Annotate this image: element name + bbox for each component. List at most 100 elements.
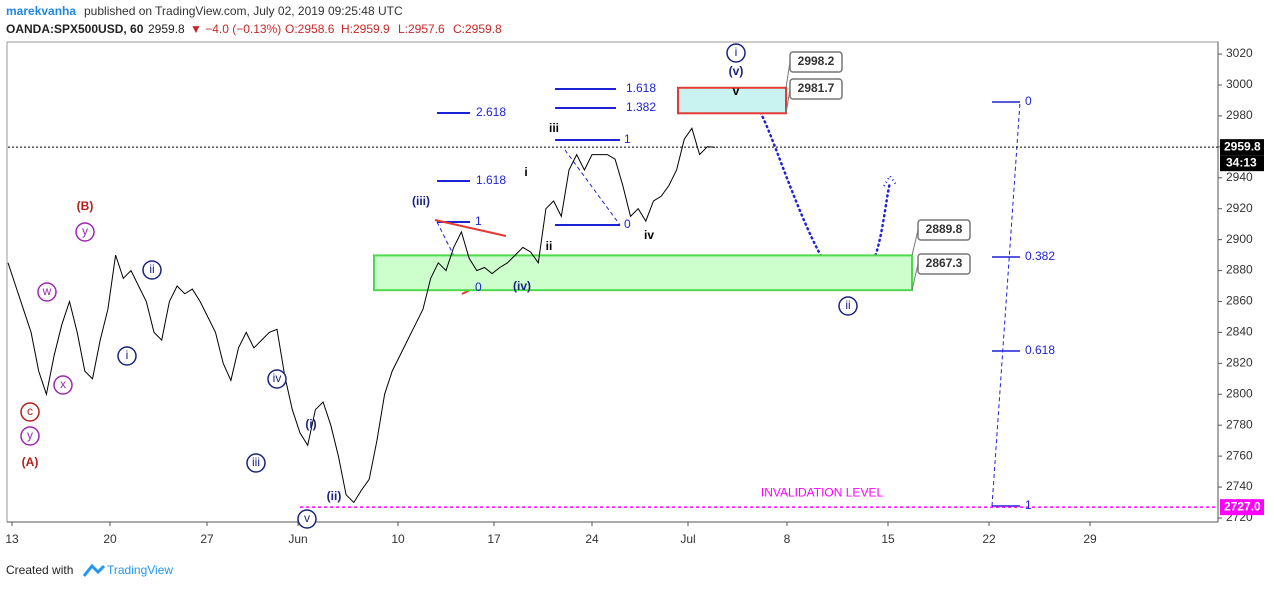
x-tick-label: Jun [288,532,307,546]
wave-circle [267,369,287,389]
wave-circle [838,296,858,316]
last-price-label: 2959.8 [1224,139,1261,153]
callout-label: 2981.7 [798,81,835,95]
x-tick-label: 29 [1083,532,1097,546]
invalidation-box [1220,499,1264,516]
wave-circle [726,43,746,63]
x-tick-label: 10 [391,532,405,546]
callout-box [917,253,971,275]
ohlc: C:2959.8 [453,22,502,36]
fib-label: 1.618 [626,81,656,95]
wave-label: y [82,224,88,238]
wave-label: v [733,84,740,98]
invalidation-label: 2727.0 [1224,499,1261,513]
fib-diagonal [991,101,1021,507]
y-tick-label: 2920 [1226,201,1253,215]
y-tick-label: 2880 [1226,263,1253,277]
wave-label: (iv) [513,279,531,293]
x-tick-label: 20 [103,532,117,546]
y-tick-label: 3000 [1226,77,1253,91]
wave-circle [37,282,57,302]
wave-label: (A) [22,455,39,469]
fib-label: 0 [624,217,631,231]
footer-created: Created with [6,563,73,577]
y-tick-label: 2980 [1226,108,1253,122]
wave-circle [297,509,317,529]
price-line [7,127,716,504]
last: 2959.8 [148,22,185,36]
y-tick-label: 2840 [1226,325,1253,339]
wave-label: ii [845,298,850,312]
wave-label: (B) [77,199,94,213]
wave-circle [246,453,266,473]
fib-label: 0.618 [1025,343,1055,357]
wave-label: (v) [729,64,744,78]
publisher: marekvanha [6,4,76,18]
y-tick-label: 2940 [1226,170,1253,184]
wave-label: c [27,404,33,418]
invalidation-text: INVALIDATION LEVEL [761,485,884,499]
fib-label: 1 [1025,498,1032,512]
zone [373,254,913,292]
change: ▼ −4.0 (−0.13%) [190,22,281,36]
published: published on TradingView.com, July 02, 2… [84,4,403,18]
x-tick-label: 17 [487,532,501,546]
y-tick-label: 3020 [1226,46,1253,60]
wave-label: iii [549,121,559,135]
y-tick-label: 2800 [1226,386,1253,400]
callout-label: 2889.8 [926,222,963,236]
zone [677,86,787,115]
fib-label: 1.618 [476,173,506,187]
ohlc: L:2957.6 [398,22,445,36]
x-tick-label: 22 [982,532,996,546]
x-tick-label: 24 [585,532,599,546]
wave-label: w [42,284,52,298]
wave-label: (ii) [327,489,342,503]
wave-label: i [735,45,738,59]
y-tick-label: 2900 [1226,232,1253,246]
fib-diagonals [436,101,1021,507]
fib-diagonal [564,149,621,226]
x-tick-label: 15 [881,532,895,546]
callout-box [917,219,971,241]
wave-label: x [60,377,66,391]
wave-label: i [524,165,527,179]
callout-label: 2867.3 [926,256,963,270]
logo-mark [82,563,106,577]
fib-label: 0 [475,280,482,294]
fib-label: 0 [1025,94,1032,108]
y-tick-label: 2760 [1226,448,1253,462]
wave-label: (i) [305,417,316,431]
countdown: 34:13 [1226,155,1257,169]
y-tick-label: 2740 [1226,479,1253,493]
last-price-box [1220,139,1264,156]
y-tick-label: 2780 [1226,417,1253,431]
wave-circle [117,346,137,366]
fib-label: 1 [624,132,631,146]
wave-label: (iii) [412,194,430,208]
callout-leader [911,229,919,256]
ohlc: O:2958.6 [285,22,335,36]
fib-label: 0.382 [1025,249,1055,263]
callout-label: 2998.2 [798,54,835,68]
wave-label: y [27,428,33,442]
x-tick-label: Jul [680,532,695,546]
wave-label: iv [273,371,282,385]
fib-label: 1.382 [626,100,656,114]
wave-label: ii [546,239,553,253]
x-tick-label: 13 [5,532,19,546]
wave-circle [142,260,162,280]
fib-label: 1 [475,214,482,228]
y-tick-label: 2820 [1226,356,1253,370]
trendline [434,219,507,237]
wave-circle [20,426,40,446]
wave-label: ii [149,262,154,276]
fib-lines [437,88,1020,507]
wave-label: i [126,348,129,362]
footer-brand[interactable]: TradingView [107,563,173,577]
y-tick-label: 2860 [1226,294,1253,308]
logo [82,563,106,577]
projection-arrow [883,174,898,187]
wave-circle [20,402,40,422]
